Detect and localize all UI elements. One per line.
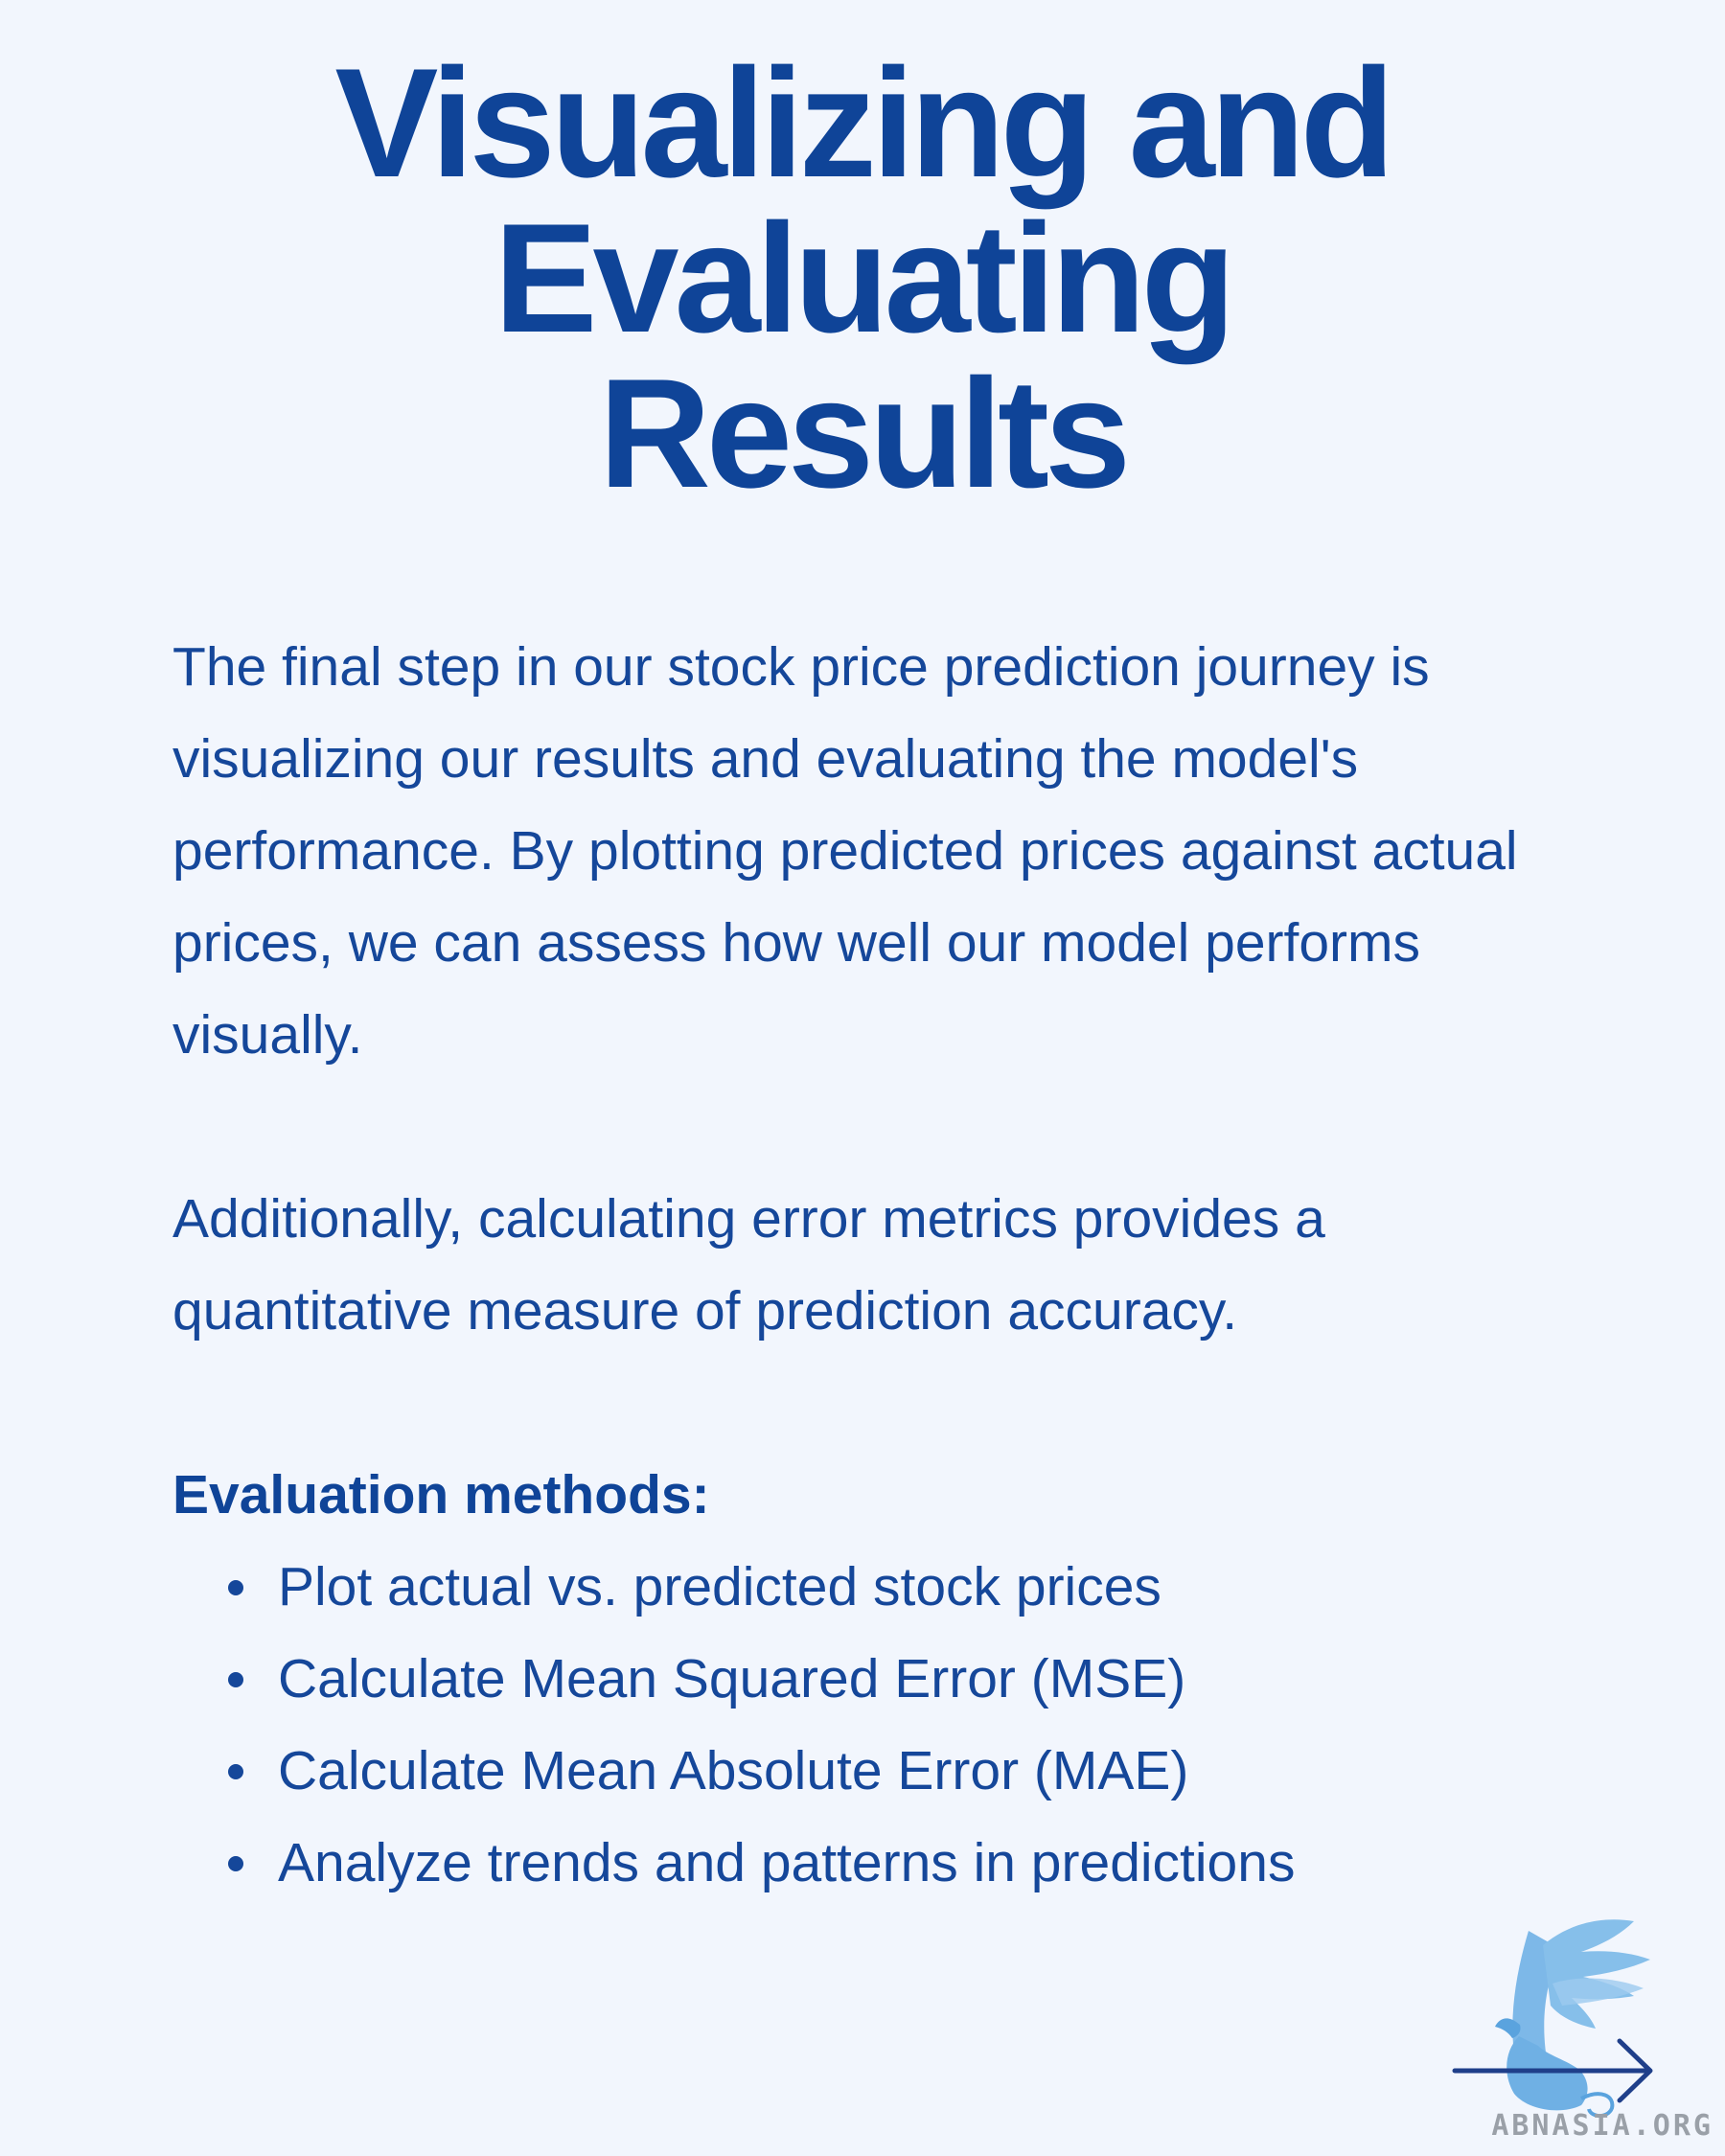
metrics-paragraph: Additionally, calculating error metrics … bbox=[172, 1188, 1325, 1342]
list-item-text: Calculate Mean Squared Error (MSE) bbox=[278, 1648, 1186, 1709]
bullet-icon bbox=[228, 1764, 243, 1779]
arrow-right-icon bbox=[1452, 2038, 1653, 2103]
list-item: Analyze trends and patterns in predictio… bbox=[172, 1817, 1581, 1909]
list-item: Plot actual vs. predicted stock prices bbox=[172, 1541, 1581, 1633]
bullet-icon bbox=[228, 1580, 243, 1595]
methods-list: Plot actual vs. predicted stock prices C… bbox=[172, 1541, 1581, 1909]
logo-text: ABNASIA.ORG bbox=[1491, 2109, 1714, 2143]
brand-logo[interactable]: ABNASIA.ORG bbox=[1438, 1892, 1725, 2156]
methods-heading: Evaluation methods: bbox=[172, 1464, 710, 1525]
list-item-text: Analyze trends and patterns in predictio… bbox=[278, 1832, 1296, 1893]
intro-paragraph: The final step in our stock price predic… bbox=[172, 636, 1518, 1066]
list-item: Calculate Mean Absolute Error (MAE) bbox=[172, 1725, 1581, 1817]
griffin-logo-icon bbox=[1495, 1919, 1650, 2118]
main-content: The final step in our stock price predic… bbox=[172, 621, 1581, 1909]
bullet-icon bbox=[228, 1672, 243, 1687]
list-item: Calculate Mean Squared Error (MSE) bbox=[172, 1633, 1581, 1725]
title-line-1: Visualizing and bbox=[334, 36, 1394, 210]
list-item-text: Calculate Mean Absolute Error (MAE) bbox=[278, 1740, 1189, 1801]
list-item-text: Plot actual vs. predicted stock prices bbox=[278, 1556, 1162, 1617]
page-title: Visualizing and Evaluating Results bbox=[0, 46, 1725, 512]
title-line-2: Evaluating bbox=[494, 192, 1235, 365]
bullet-icon bbox=[228, 1856, 243, 1871]
title-line-3: Results bbox=[598, 347, 1131, 520]
